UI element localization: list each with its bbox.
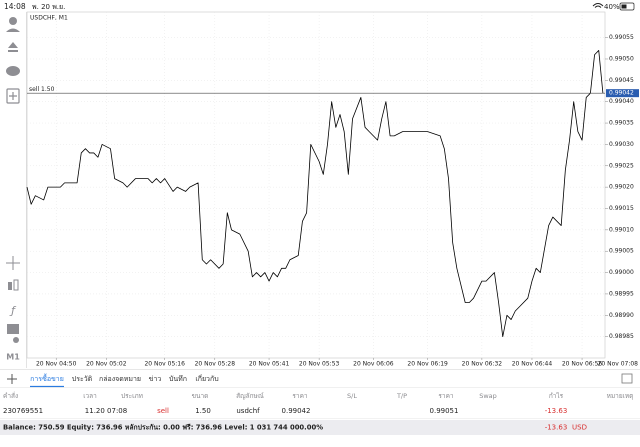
y-tick-label: 0.99005 [609,248,634,255]
column-header: เวลา [83,392,97,400]
account-icon-body[interactable] [6,28,20,33]
status-battery: 40% [604,3,620,11]
y-tick-label: 0.99015 [609,205,634,212]
objects-icon[interactable] [7,324,19,334]
x-tick-label: 20 Nov 05:02 [86,361,127,368]
new-order-plus[interactable] [9,92,17,100]
toolbar-icons[interactable]: ƒ [6,17,20,343]
column-header: ราคา [292,392,307,400]
layout-button[interactable] [621,373,633,384]
x-tick-label: 20 Nov 05:16 [144,361,185,368]
column-header: ขนาด [192,392,209,400]
battery-icon [619,2,635,11]
x-tick-label: 20 Nov 05:41 [249,361,290,368]
y-tick-label: 0.99040 [609,98,634,105]
account-icon[interactable] [9,17,17,25]
y-tick-label: 0.99050 [609,55,634,62]
chat-icon[interactable] [6,66,20,76]
orders-table: คำสั่ง เวลา ประเภท ขนาด สัญลักษณ์ ราคา S/L T/P ร… [0,391,640,419]
status-time: 14:08 [4,2,26,11]
cell-type: sell [157,407,169,415]
y-tick-label: 0.98995 [609,290,634,297]
y-tick-label: 0.98985 [609,333,634,340]
column-header: S/L [347,392,357,400]
balance-profit: -13.63 [545,424,568,432]
status-date: พ. 20 พ.ย. [32,3,65,11]
y-tick-label: 0.99055 [609,34,634,41]
x-tick-label: 20 Nov 07:08 [598,361,639,368]
x-tick-label: 20 Nov 06:56 [562,361,603,368]
column-header: กำไร [549,392,564,400]
objects-icon-2[interactable] [13,337,19,343]
price-line-series [26,50,604,338]
cell-price: 0.99042 [282,407,311,415]
cell-time: 11.20 07:08 [85,407,127,415]
balance-bar [0,420,640,435]
cell-current-price: 0.99051 [430,407,459,415]
tab[interactable]: บันทึก [169,374,187,383]
y-tick-label: 0.99000 [609,269,634,276]
candles-icon[interactable] [8,282,12,290]
tab[interactable]: กล่องจดหมาย [99,375,141,383]
x-tick-label: 20 Nov 04:50 [36,361,77,368]
column-header: คำสั่ง [3,391,18,400]
order-line-label: sell 1.50 [29,86,55,93]
price-tag-label: 0.99042 [609,90,634,97]
chart-title: USDCHF, M1 [30,15,68,22]
new-order-icon[interactable] [6,88,20,104]
x-tick-label: 20 Nov 06:19 [407,361,448,368]
column-header: สัญลักษณ์ [236,392,264,400]
x-tick-label: 20 Nov 06:44 [512,361,553,368]
candles-icon-2[interactable] [13,279,19,291]
column-header: ประเภท [121,392,143,400]
column-header: ราคา [438,392,453,400]
tab[interactable]: การซื้อขาย [30,372,64,383]
y-tick-label: 0.99035 [609,120,634,127]
crosshair-icon[interactable] [6,256,20,270]
y-tick-label: 0.99010 [609,226,634,233]
indicator-icon[interactable]: ƒ [9,304,17,317]
balance-currency: USD [572,424,587,432]
x-tick-label: 20 Nov 06:32 [462,361,503,368]
cell-symbol: usdchf [236,407,260,415]
y-tick-label: 0.99045 [609,77,634,84]
y-tick-label: 0.99025 [609,162,634,169]
price-tag [606,89,639,98]
trade-icon[interactable] [8,42,18,52]
column-header: Swap [479,392,497,400]
grid: 0.99055 0.99050 0.99045 0.99040 0.99035 0.990… [27,12,638,368]
tabs: การซื้อขาย ประวัติ กล่องจดหมาย ข่าว บันทึก เก… [30,372,219,388]
tab[interactable]: ข่าว [149,375,162,383]
plot-frame [26,11,606,359]
column-header: T/P [396,392,407,400]
tab[interactable]: เกี่ยวกับ [195,374,218,383]
x-tick-label: 20 Nov 05:28 [195,361,236,368]
x-tick-label: 20 Nov 05:53 [299,361,340,368]
y-tick-label: 0.99030 [609,141,634,148]
battery-level [621,4,627,9]
cell-order: 230769551 [3,407,43,415]
balance-text: Balance: 750.59 Equity: 736.96 หลักประกั… [3,424,323,432]
timeframe-button[interactable]: M1 [6,353,20,362]
wifi-icon [592,3,604,8]
column-header: หมายเหตุ [607,392,634,400]
y-tick-label: 0.99020 [609,184,634,191]
y-tick-label: 0.98990 [609,312,634,319]
marks: sell 1.50 0.99042 [26,50,639,338]
add-button[interactable] [7,374,17,384]
x-tick-label: 20 Nov 06:06 [353,361,394,368]
tab[interactable]: ประวัติ [72,375,93,383]
cell-profit: -13.63 [545,407,568,415]
cell-size: 1.50 [195,407,211,415]
